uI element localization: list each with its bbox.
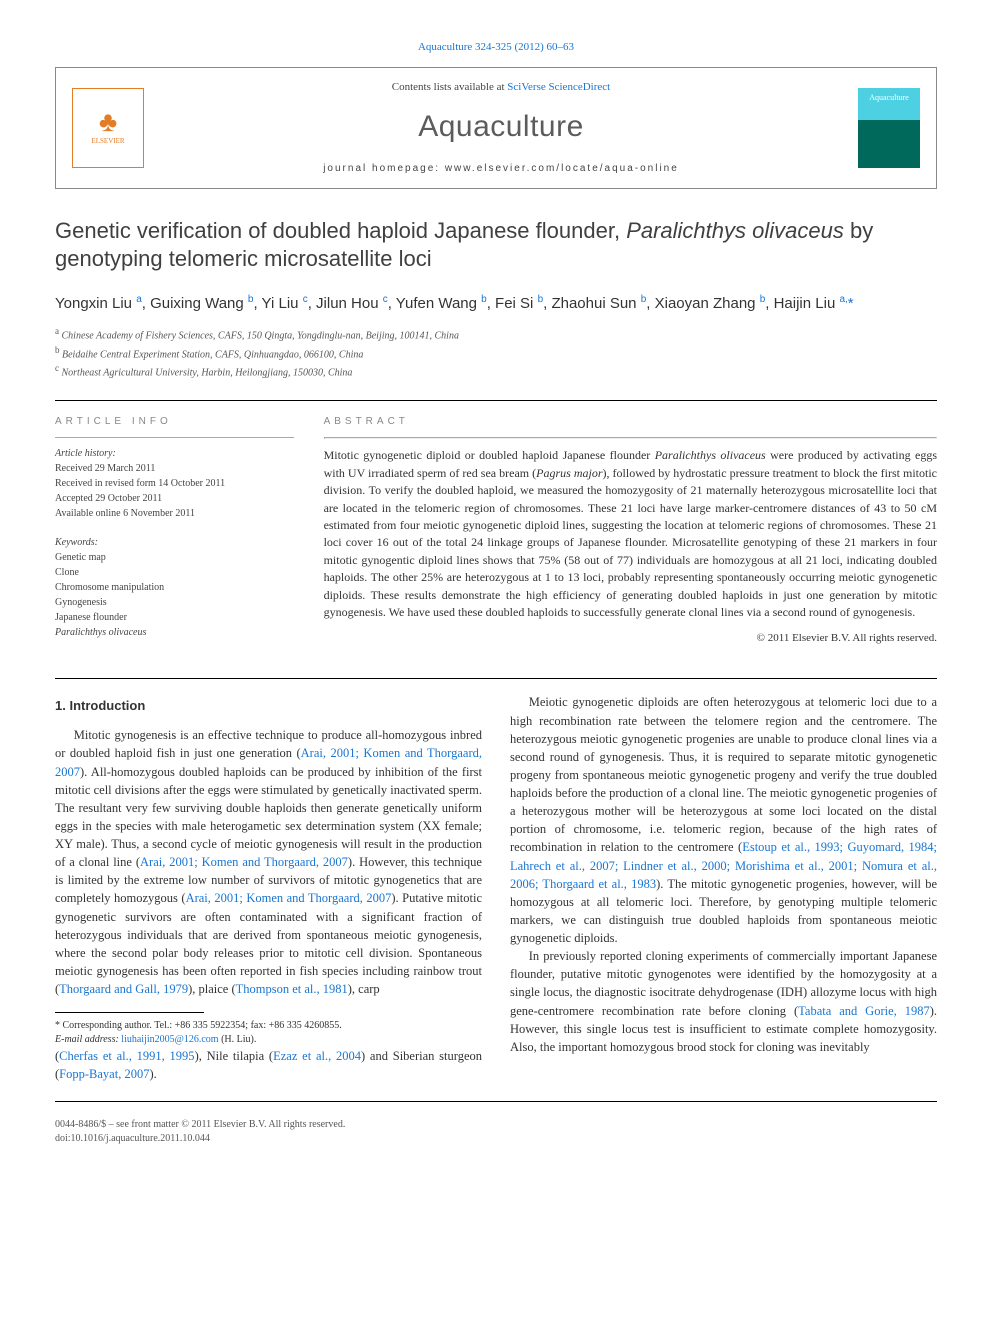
corresponding-author-footnote: * Corresponding author. Tel.: +86 335 59… [55, 1019, 482, 1047]
keyword-item: Clone [55, 565, 294, 580]
author-list: Yongxin Liu a, Guixing Wang b, Yi Liu c,… [55, 292, 937, 316]
section-heading-intro: 1. Introduction [55, 697, 482, 716]
affiliation-item: b Beidaihe Central Experiment Station, C… [55, 344, 937, 362]
corresponding-email-link[interactable]: liuhaijin2005@126.com [121, 1034, 218, 1045]
journal-homepage: journal homepage: www.elsevier.com/locat… [144, 162, 858, 176]
keyword-item: Genetic map [55, 550, 294, 565]
bottom-meta: 0044-8486/$ – see front matter © 2011 El… [55, 1118, 937, 1146]
history-line: Received in revised form 14 October 2011 [55, 476, 294, 491]
journal-cover-thumb: Aquaculture [858, 88, 920, 168]
affiliation-item: c Northeast Agricultural University, Har… [55, 362, 937, 380]
body-paragraph: Meiotic gynogenetic diploids are often h… [510, 693, 937, 947]
journal-header: ♣ ELSEVIER Contents lists available at S… [55, 67, 937, 188]
abstract-heading: abstract [324, 415, 937, 429]
article-info-column: article info Article history: Received 2… [55, 415, 294, 654]
divider [55, 437, 294, 438]
divider [55, 400, 937, 401]
article-history: Article history: Received 29 March 2011R… [55, 446, 294, 521]
keywords-label: Keywords: [55, 535, 294, 550]
abstract-copyright: © 2011 Elsevier B.V. All rights reserved… [324, 631, 937, 646]
keyword-item: Chromosome manipulation [55, 580, 294, 595]
elsevier-tree-icon: ♣ [99, 109, 117, 137]
top-citation: Aquaculture 324-325 (2012) 60–63 [55, 40, 937, 55]
body-two-column: 1. Introduction Mitotic gynogenesis is a… [55, 693, 937, 1083]
history-lines: Received 29 March 2011Received in revise… [55, 461, 294, 521]
abstract-column: abstract Mitotic gynogenetic diploid or … [324, 415, 937, 654]
article-info-heading: article info [55, 415, 294, 429]
abstract-text: Mitotic gynogenetic diploid or doubled h… [324, 447, 937, 621]
sciencedirect-link[interactable]: SciVerse ScienceDirect [507, 81, 610, 93]
elsevier-logo: ♣ ELSEVIER [72, 88, 144, 168]
footnote-separator [55, 1012, 204, 1013]
elsevier-label: ELSEVIER [91, 137, 124, 147]
body-paragraph: (Cherfas et al., 1991, 1995), Nile tilap… [55, 1047, 482, 1083]
affiliation-item: a Chinese Academy of Fishery Sciences, C… [55, 325, 937, 343]
keywords-block: Keywords: Genetic mapCloneChromosome man… [55, 535, 294, 640]
body-paragraph: Mitotic gynogenesis is an effective tech… [55, 726, 482, 998]
history-line: Received 29 March 2011 [55, 461, 294, 476]
body-paragraph: In previously reported cloning experimen… [510, 947, 937, 1056]
contents-line: Contents lists available at SciVerse Sci… [144, 80, 858, 95]
keyword-item: Gynogenesis [55, 595, 294, 610]
doi-line: doi:10.1016/j.aquaculture.2011.10.044 [55, 1132, 937, 1146]
history-line: Available online 6 November 2011 [55, 506, 294, 521]
keyword-item: Paralichthys olivaceus [55, 625, 294, 640]
keywords-lines: Genetic mapCloneChromosome manipulationG… [55, 550, 294, 640]
article-title: Genetic verification of doubled haploid … [55, 217, 937, 274]
history-line: Accepted 29 October 2011 [55, 491, 294, 506]
divider [55, 1101, 937, 1102]
keyword-item: Japanese flounder [55, 610, 294, 625]
body-col1: Mitotic gynogenesis is an effective tech… [55, 726, 482, 998]
journal-title: Aquaculture [144, 106, 858, 148]
divider [324, 437, 937, 439]
affiliation-list: a Chinese Academy of Fishery Sciences, C… [55, 325, 937, 380]
history-label: Article history: [55, 446, 294, 461]
top-citation-link[interactable]: Aquaculture 324-325 (2012) 60–63 [418, 41, 574, 53]
issn-line: 0044-8486/$ – see front matter © 2011 El… [55, 1118, 937, 1132]
divider [55, 678, 937, 679]
